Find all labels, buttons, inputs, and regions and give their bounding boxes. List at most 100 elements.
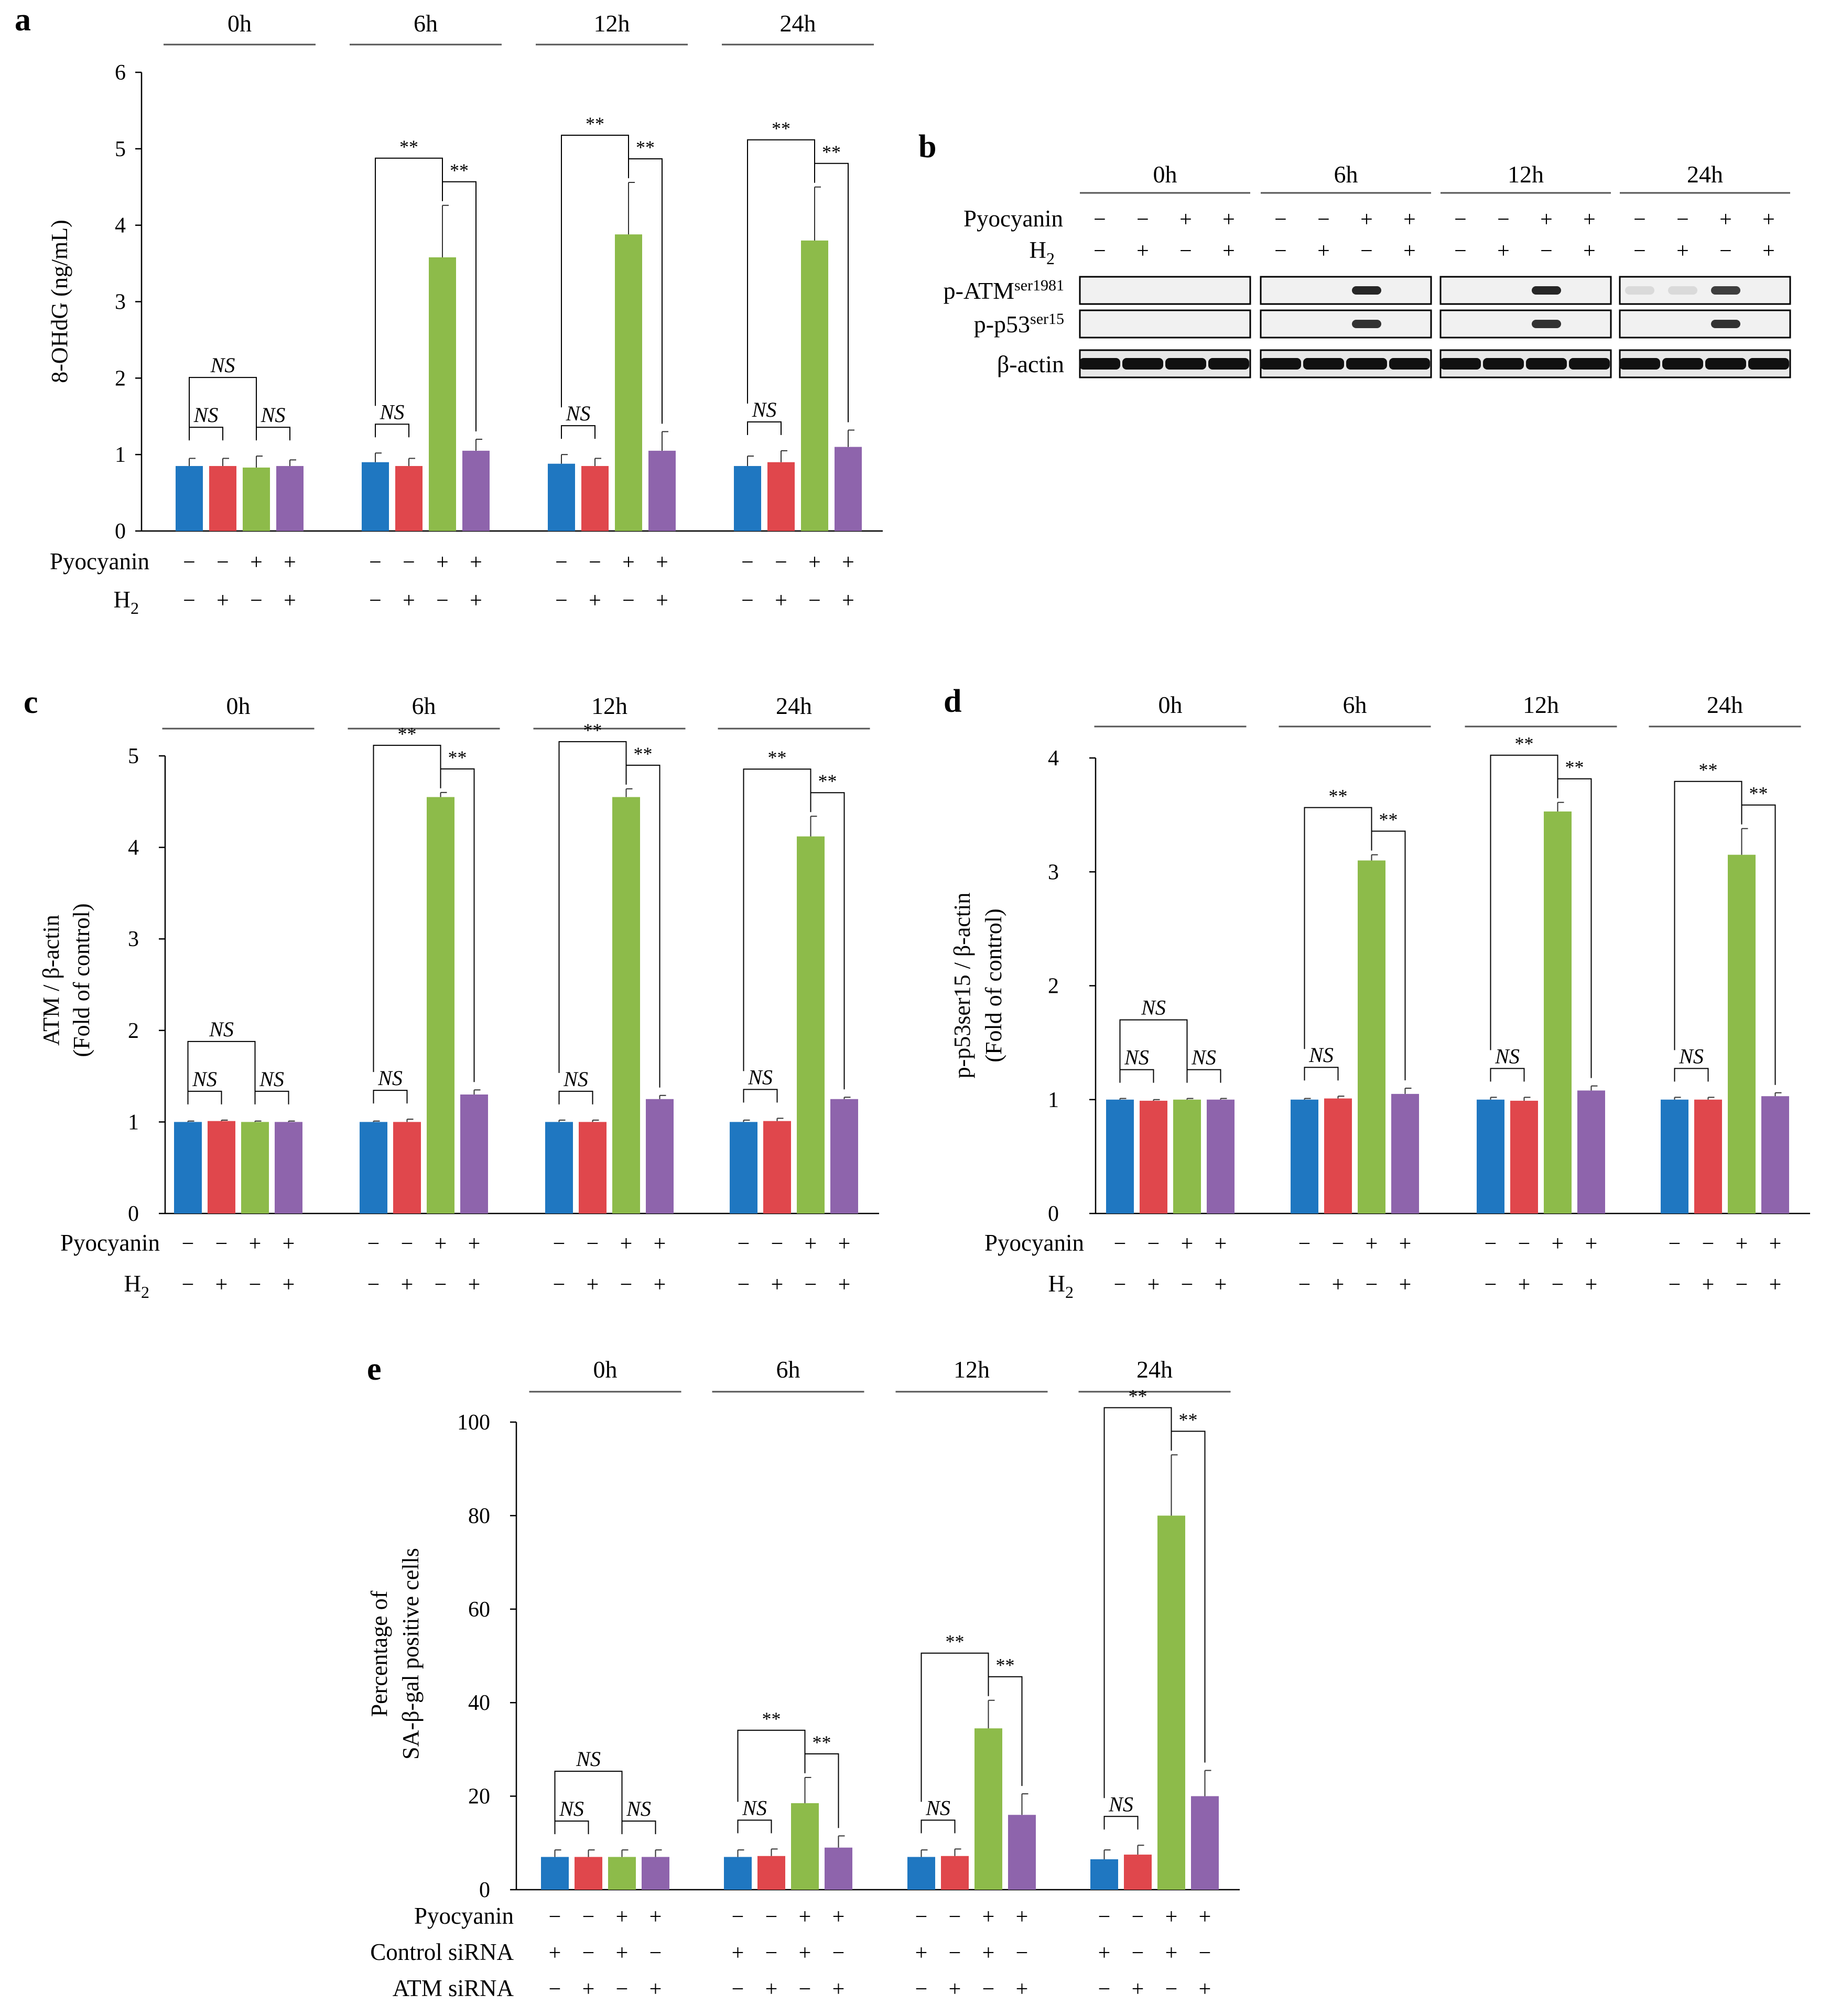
bar-blue <box>1477 1099 1504 1213</box>
condition-sign: + <box>1016 1905 1028 1929</box>
bar-green <box>429 257 456 532</box>
blot-band <box>1711 286 1740 295</box>
condition-sign: − <box>1199 1941 1211 1965</box>
blot-band <box>1079 358 1120 370</box>
condition-sign: − <box>182 1232 194 1256</box>
bar-red <box>763 1121 791 1213</box>
y-tick-label: 40 <box>468 1691 490 1715</box>
condition-sign: − <box>1454 208 1467 232</box>
bar-blue <box>362 462 389 531</box>
condition-sign: + <box>838 1273 851 1297</box>
condition-sign: + <box>799 1905 811 1929</box>
condition-sign: + <box>1585 1273 1598 1297</box>
condition-sign: + <box>215 1273 228 1297</box>
y-tick-label: 2 <box>115 366 126 391</box>
condition-sign: + <box>982 1941 995 1965</box>
condition-sign: + <box>1403 208 1416 232</box>
condition-sign: + <box>1676 239 1689 263</box>
y-tick-label: 6 <box>115 61 126 85</box>
condition-sign: + <box>549 1941 561 1965</box>
condition-sign: + <box>1403 239 1416 263</box>
condition-sign: + <box>949 1977 961 2001</box>
sig-ns-label: NS <box>1308 1043 1334 1067</box>
sig-green-purple-bracket <box>1557 778 1592 1078</box>
condition-sign: + <box>1215 1273 1227 1297</box>
condition-sign: + <box>468 1232 481 1256</box>
bar-red <box>1140 1100 1167 1213</box>
condition-sign: − <box>808 589 821 613</box>
sig-green-purple-bracket <box>988 1676 1023 1786</box>
condition-sign: − <box>1179 239 1192 263</box>
panel-letter: e <box>367 1351 382 1387</box>
condition-sign: − <box>1332 1232 1345 1256</box>
blot-band <box>1346 358 1387 370</box>
condition-sign: − <box>549 1905 561 1929</box>
sig-blue-green-bracket <box>747 139 815 404</box>
sig-green-purple-label: ** <box>822 142 841 162</box>
condition-sign: − <box>1274 208 1287 232</box>
sig-ns-3-label: NS <box>576 1747 601 1771</box>
condition-sign: − <box>738 1232 750 1256</box>
bar-red <box>757 1856 785 1890</box>
sig-blue-green-label: ** <box>1699 760 1718 781</box>
sig-green-purple-bracket <box>810 792 845 1090</box>
sig-green-purple-label: ** <box>448 747 467 768</box>
bar-purple <box>642 1857 669 1890</box>
condition-sign: − <box>1114 1273 1127 1297</box>
sig-ns-2-label: NS <box>1191 1046 1216 1069</box>
blot-band <box>1303 358 1344 370</box>
blot-strip <box>1439 309 1612 339</box>
sig-blue-green-label: ** <box>768 747 787 768</box>
y-axis-label: ATM / β-actin <box>38 915 64 1046</box>
sig-ns-3-bracket <box>187 1040 256 1091</box>
time-header: 24h <box>1687 161 1723 188</box>
bar-red <box>579 1122 607 1213</box>
condition-sign: + <box>1585 1232 1598 1256</box>
y-axis-label: Percentage of <box>366 1590 392 1717</box>
condition-sign: − <box>1669 1273 1681 1297</box>
condition-sign: − <box>1114 1232 1127 1256</box>
bar-blue <box>360 1122 387 1213</box>
time-header: 24h <box>780 10 816 37</box>
condition-sign: − <box>369 589 382 613</box>
condition-sign: − <box>1132 1905 1144 1929</box>
condition-sign: + <box>1179 208 1192 232</box>
sig-ns-bracket <box>373 1090 408 1104</box>
sig-ns-label: NS <box>1679 1044 1704 1068</box>
condition-sign: + <box>1317 239 1330 263</box>
sig-ns-bracket <box>558 1090 593 1104</box>
y-tick-label: 1 <box>1048 1088 1059 1112</box>
condition-label-h2: H2 <box>124 1271 150 1302</box>
condition-sign: + <box>1222 208 1235 232</box>
blot-row-label: β-actin <box>997 351 1064 377</box>
condition-sign: − <box>732 1905 744 1929</box>
blot-band <box>1483 358 1524 370</box>
bar-green <box>1358 860 1385 1213</box>
condition-sign: − <box>741 589 754 613</box>
blot-strip <box>1079 309 1251 339</box>
condition-sign: − <box>765 1941 778 1965</box>
condition-sign: + <box>654 1232 666 1256</box>
condition-sign: − <box>250 589 263 613</box>
sig-green-purple-bracket <box>440 768 475 1082</box>
condition-sign: + <box>765 1977 778 2001</box>
blot-row-label: p-p53ser15 <box>974 310 1064 338</box>
condition-sign: − <box>805 1273 817 1297</box>
blot-band <box>1625 286 1654 295</box>
condition-sign: − <box>1093 239 1106 263</box>
bar-blue <box>1661 1099 1688 1213</box>
bar-green <box>615 234 642 532</box>
bar-blue <box>176 466 203 531</box>
y-tick-label: 80 <box>468 1504 490 1528</box>
y-axis-label-2: SA-β-gal positive cells <box>398 1548 424 1760</box>
condition-sign: − <box>1485 1273 1497 1297</box>
sig-green-purple-label: ** <box>1749 783 1768 804</box>
condition-sign: + <box>249 1232 262 1256</box>
bar-green <box>612 797 640 1213</box>
condition-sign: − <box>1298 1273 1311 1297</box>
blot-band <box>1748 358 1789 370</box>
sig-blue-green-label: ** <box>1515 733 1534 754</box>
condition-sign: − <box>555 550 568 575</box>
condition-sign: + <box>656 589 668 613</box>
sig-blue-green-bracket <box>1103 1407 1172 1798</box>
